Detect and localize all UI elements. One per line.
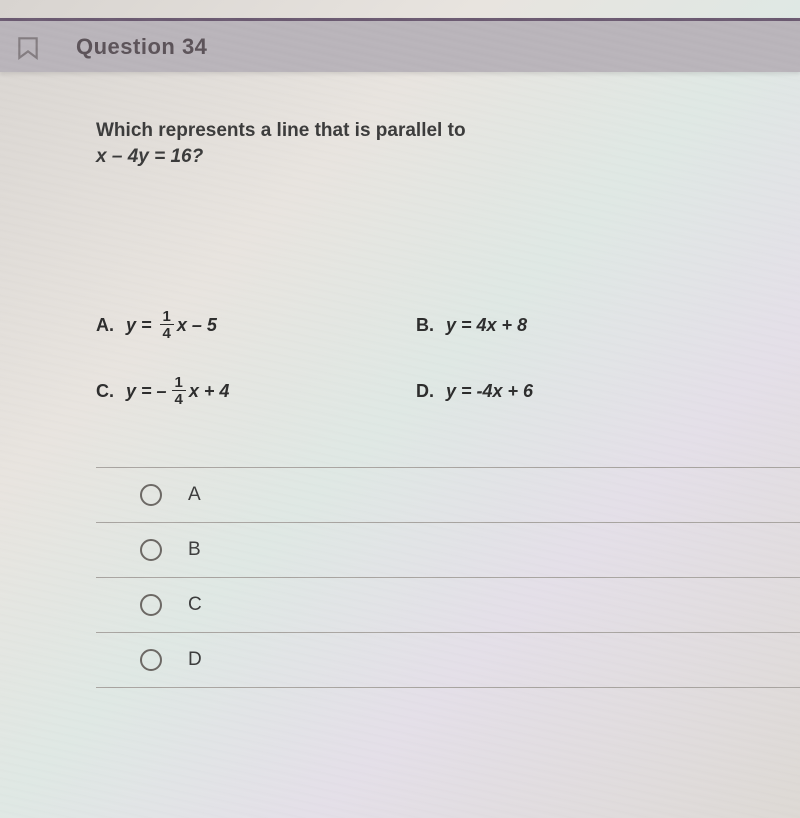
answer-choice-c[interactable]: C xyxy=(96,577,800,632)
option-b-equation: y = 4x + 8 xyxy=(446,315,527,336)
option-d-equation: y = -4x + 6 xyxy=(446,381,533,402)
question-content: Which represents a line that is parallel… xyxy=(0,72,800,688)
question-header: Question 34 xyxy=(0,18,800,72)
radio-icon xyxy=(140,539,162,561)
bookmark-button[interactable] xyxy=(0,21,64,72)
answer-choice-d[interactable]: D xyxy=(96,632,800,688)
bookmark-icon xyxy=(15,34,41,60)
option-d-label: D. xyxy=(416,381,434,402)
fraction-icon: 1 4 xyxy=(160,309,174,341)
option-a-equation: y = 1 4 x – 5 xyxy=(126,309,217,341)
neg-sign: – xyxy=(157,381,167,402)
option-c: C. y = – 1 4 x + 4 xyxy=(96,375,376,407)
options-grid: A. y = 1 4 x – 5 B. y = 4x + 8 xyxy=(96,309,800,407)
option-c-equation: y = – 1 4 x + 4 xyxy=(126,375,229,407)
answer-choice-b[interactable]: B xyxy=(96,522,800,577)
prompt-equation: x – 4y = 16? xyxy=(96,146,203,167)
radio-icon xyxy=(140,484,162,506)
answer-choice-a[interactable]: A xyxy=(96,467,800,522)
question-prompt: Which represents a line that is parallel… xyxy=(96,118,800,169)
radio-icon xyxy=(140,594,162,616)
option-b-label: B. xyxy=(416,315,434,336)
question-number-title: Question 34 xyxy=(64,34,207,60)
answer-letter: C xyxy=(188,594,202,616)
radio-icon xyxy=(140,649,162,671)
option-d: D. y = -4x + 6 xyxy=(416,375,696,407)
answer-choice-list: A B C D xyxy=(96,467,800,688)
answer-letter: B xyxy=(188,539,201,561)
option-a: A. y = 1 4 x – 5 xyxy=(96,309,376,341)
prompt-line: Which represents a line that is parallel… xyxy=(96,120,466,141)
answer-letter: A xyxy=(188,484,201,506)
option-a-label: A. xyxy=(96,315,114,336)
fraction-icon: 1 4 xyxy=(172,375,186,407)
option-c-label: C. xyxy=(96,381,114,402)
answer-letter: D xyxy=(188,649,202,671)
quiz-page: Question 34 Which represents a line that… xyxy=(0,18,800,818)
option-b: B. y = 4x + 8 xyxy=(416,309,696,341)
